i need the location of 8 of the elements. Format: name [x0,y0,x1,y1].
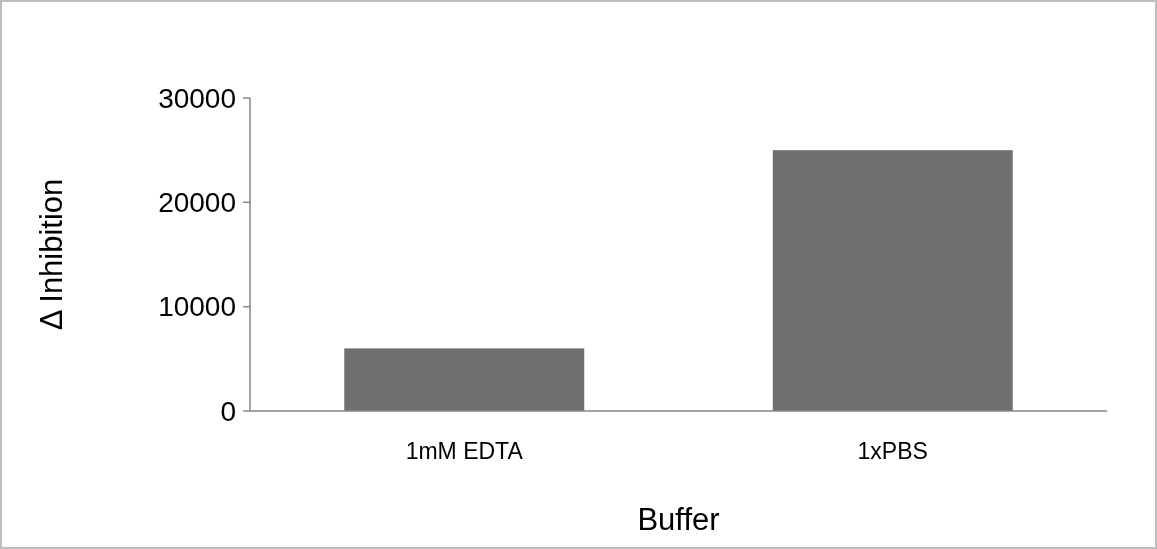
x-tick-label: 1mM EDTA [405,438,524,464]
y-tick-label: 10000 [158,291,236,323]
y-axis-title: Δ Inhibition [34,178,69,331]
x-axis-title: Buffer [637,502,720,537]
y-tick-label: 30000 [158,82,236,114]
y-tick-label: 0 [220,395,236,427]
y-tick-label: 20000 [158,187,236,219]
x-tick-label: 1xPBS [857,438,928,464]
